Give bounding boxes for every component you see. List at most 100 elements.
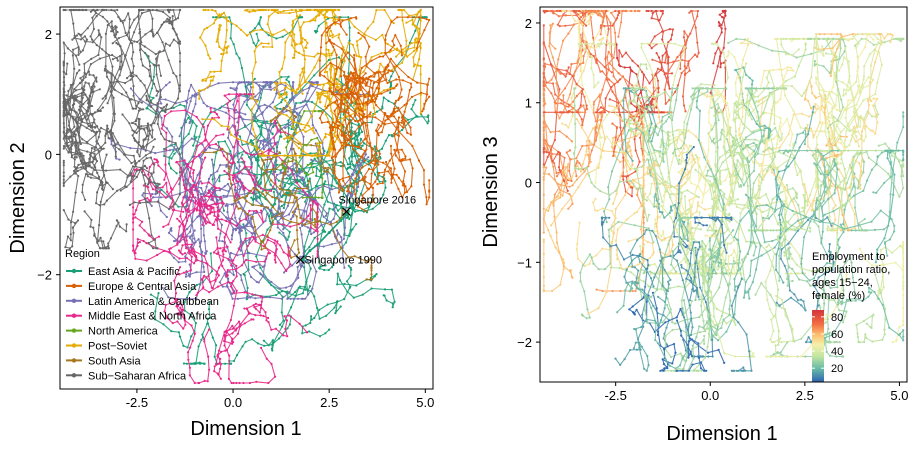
region-7-point <box>147 183 149 185</box>
region-6-point <box>266 235 268 237</box>
region-5-point <box>314 9 316 11</box>
region-7-point <box>141 12 143 14</box>
region-7-point <box>153 163 155 165</box>
region-3-point <box>163 250 165 252</box>
region-5-point <box>302 54 304 56</box>
region-5-point <box>317 152 319 154</box>
region-7-point <box>72 135 74 137</box>
region-7-point <box>175 142 177 144</box>
region-3-point <box>275 125 277 127</box>
region-7-point <box>146 167 148 169</box>
region-1-point <box>370 60 372 62</box>
region-7-point <box>163 50 165 52</box>
region-0-point <box>239 135 241 137</box>
region-7-point <box>91 126 93 128</box>
region-3-point <box>148 233 150 235</box>
region-7-point <box>119 66 121 68</box>
region-6-point <box>329 224 331 226</box>
employment-point <box>570 196 572 198</box>
region-7-point <box>99 184 101 186</box>
region-2-point <box>276 191 278 193</box>
region-2-point <box>297 274 299 276</box>
region-0-point <box>353 297 355 299</box>
region-2-point <box>241 173 243 175</box>
region-1-point <box>371 172 373 174</box>
region-1-point <box>354 68 356 70</box>
region-0-point <box>192 363 194 365</box>
region-5-point <box>289 117 291 119</box>
region-0-point <box>258 159 260 161</box>
region-7-point <box>130 172 132 174</box>
region-3-point <box>218 117 220 119</box>
region-1-point <box>364 138 366 140</box>
region-7-point <box>179 9 181 11</box>
region-5-point <box>316 91 318 93</box>
employment-point <box>568 178 570 180</box>
region-7-point <box>116 219 118 221</box>
region-3-point <box>246 292 248 294</box>
region-1-point <box>327 121 329 123</box>
region-7-point <box>78 64 80 66</box>
region-0-point <box>257 39 259 41</box>
employment-point <box>543 144 545 146</box>
region-7-point <box>63 81 65 83</box>
region-6-point <box>221 148 223 150</box>
region-6-point <box>263 162 265 164</box>
region-7-point <box>133 130 135 132</box>
region-5-point <box>356 40 358 42</box>
region-7-point <box>112 87 114 89</box>
region-1-point <box>409 89 411 91</box>
region-3-point <box>226 246 228 248</box>
region-3-point <box>235 225 237 227</box>
region-1-point <box>340 75 342 77</box>
region-7-point <box>84 162 86 164</box>
region-2-point <box>241 241 243 243</box>
region-6-point <box>262 160 264 162</box>
region-2-point <box>296 175 298 177</box>
region-7-point <box>130 42 132 44</box>
region-1-point <box>339 107 341 109</box>
region-0-point <box>309 322 311 324</box>
region-7-point <box>130 162 132 164</box>
region-5-point <box>420 47 422 49</box>
region-3-point <box>189 374 191 376</box>
region-7-point <box>63 175 65 177</box>
region-1-point <box>337 124 339 126</box>
region-5-point <box>302 129 304 131</box>
region-0-point <box>290 306 292 308</box>
region-0-point <box>211 270 213 272</box>
region-1-point <box>338 19 340 21</box>
region-1-point <box>364 79 366 81</box>
region-7-point <box>128 38 130 40</box>
region-7-point <box>105 65 107 67</box>
region-7-point <box>100 146 102 148</box>
region-1-point <box>428 179 430 181</box>
region-3-point <box>215 187 217 189</box>
region-7-point <box>114 77 116 79</box>
region-6-point <box>281 212 283 214</box>
employment-point <box>569 149 571 151</box>
region-5-point <box>322 91 324 93</box>
region-5-point <box>331 52 333 54</box>
region-7-point <box>139 49 141 51</box>
region-7-point <box>153 64 155 66</box>
region-3-point <box>255 261 257 263</box>
employment-point <box>560 102 562 104</box>
region-3-point <box>243 307 245 309</box>
region-1-point <box>338 121 340 123</box>
region-1-point <box>385 66 387 68</box>
region-0-point <box>299 286 301 288</box>
region-0-point <box>352 138 354 140</box>
region-5-point <box>209 58 211 60</box>
region-7-point <box>99 58 101 60</box>
region-7-point <box>149 130 151 132</box>
employment-point <box>625 10 627 12</box>
region-0-point <box>311 319 313 321</box>
region-0-point <box>214 356 216 358</box>
region-2-point <box>259 140 261 142</box>
region-2-point <box>254 297 256 299</box>
region-7-point <box>67 47 69 49</box>
region-5-point <box>333 9 335 11</box>
region-5-point <box>338 33 340 35</box>
region-7-point <box>81 121 83 123</box>
